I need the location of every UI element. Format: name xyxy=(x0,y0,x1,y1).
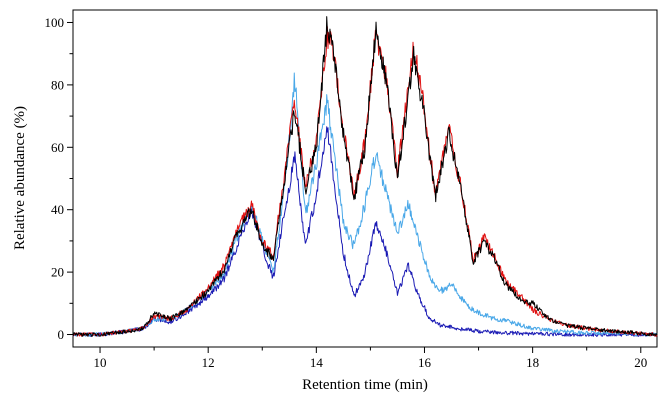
x-tick-label: 16 xyxy=(418,355,432,370)
x-tick-label: 10 xyxy=(94,355,107,370)
x-tick-label: 18 xyxy=(526,355,539,370)
x-axis-ticks: 10 12 14 16 18 20 xyxy=(94,347,647,370)
y-axis-ticks: 0 20 40 60 80 100 xyxy=(45,15,73,342)
y-tick-label: 100 xyxy=(45,15,65,30)
y-tick-label: 40 xyxy=(51,202,64,217)
y-axis-label: Relative abundance (%) xyxy=(12,106,28,250)
series-line-1 xyxy=(72,126,658,337)
series-layer xyxy=(72,16,658,337)
x-tick-label: 20 xyxy=(634,355,647,370)
y-tick-label: 60 xyxy=(51,140,64,155)
x-axis-label: Retention time (min) xyxy=(302,377,428,393)
series-line-3 xyxy=(72,26,658,337)
x-tick-label: 12 xyxy=(202,355,215,370)
x-tick-label: 14 xyxy=(310,355,324,370)
plot-frame xyxy=(72,9,658,348)
y-tick-label: 80 xyxy=(51,77,64,92)
y-tick-label: 20 xyxy=(51,265,64,280)
plot-area: 10 12 14 16 18 20 0 20 40 60 80 100 xyxy=(45,9,658,370)
y-tick-label: 0 xyxy=(58,327,65,342)
series-line-4 xyxy=(72,16,658,337)
series-line-2 xyxy=(72,72,658,337)
